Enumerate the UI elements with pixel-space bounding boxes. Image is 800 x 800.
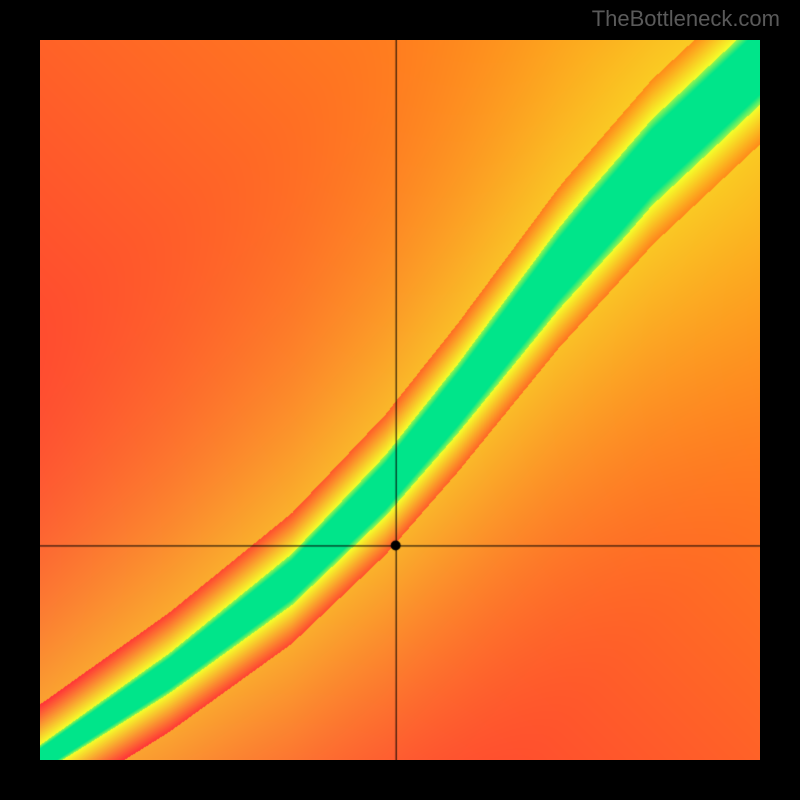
plot-area <box>40 40 760 760</box>
watermark-label: TheBottleneck.com <box>592 6 780 32</box>
heatmap-canvas <box>40 40 760 760</box>
chart-container: TheBottleneck.com <box>0 0 800 800</box>
